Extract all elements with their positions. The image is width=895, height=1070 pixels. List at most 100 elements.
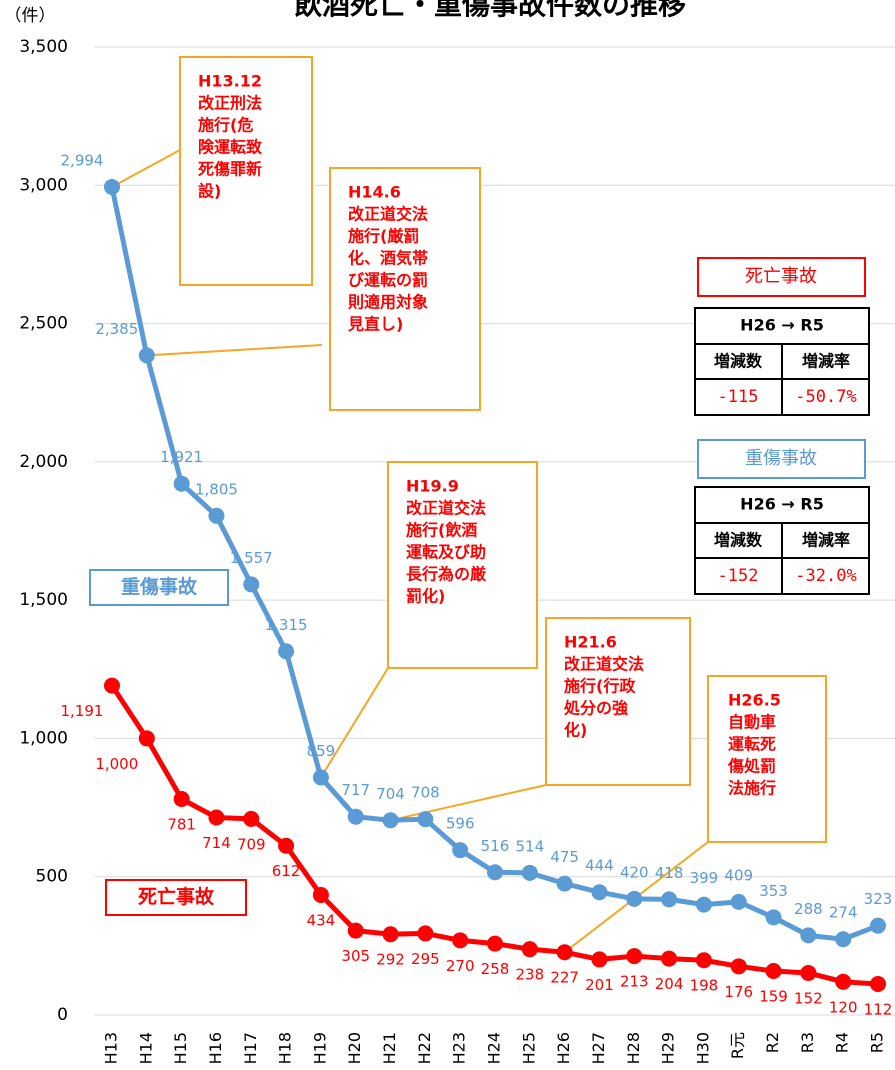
x-tick-label: H14 [136,1032,155,1064]
data-point [626,890,643,907]
annotation-text: 設) [198,182,221,201]
x-tick-label: H19 [310,1032,329,1064]
data-point [417,811,434,828]
annotation-leader [320,667,389,778]
y-tick-label: 2,500 [19,314,68,334]
data-point [730,893,747,910]
annotation-leader [111,149,181,188]
x-tick-label: H20 [345,1032,364,1064]
annotation-text: 改正道交法 [406,499,486,518]
y-tick-label: 1,000 [19,728,68,748]
table-column: 増減数 [714,352,763,371]
data-point [347,922,364,939]
table-column: 増減数 [714,531,763,550]
annotation-text: 施行(危 [198,116,253,135]
data-label: 514 [515,837,544,855]
data-point [556,944,573,961]
data-label: 204 [655,975,684,993]
annotation-text: 運転及び助 [406,543,486,562]
data-point [730,958,747,975]
annotation-text: 則適用対象 [348,293,428,312]
data-point [104,677,120,694]
annotation-text: H26.5 [728,691,781,710]
annotation-text: H21.6 [564,633,617,652]
data-label: 238 [515,966,544,984]
annotation-text: 施行(飲酒 [406,521,477,540]
x-tick-label: H13 [102,1032,121,1064]
data-label: 274 [829,904,858,922]
data-label: 859 [307,742,336,760]
x-tick-label: H22 [415,1032,434,1064]
annotation-leader [390,784,547,822]
annotation-text: 険運転致 [198,138,263,157]
annotation-text: H13.12 [198,72,262,91]
x-tick-label: H15 [171,1032,190,1064]
data-label: 2,385 [95,320,138,338]
data-label: 152 [794,989,823,1007]
annotation-text: 傷処罰 [727,757,776,776]
data-point [556,875,573,892]
annotation-text: 処分の強 [564,699,628,718]
annotation-text: 運転死 [728,735,776,754]
data-label: 120 [829,998,858,1016]
series-label: 重傷事故 [121,575,198,598]
data-point [138,730,155,747]
table-label: 重傷事故 [745,448,817,469]
data-label: 714 [202,834,231,852]
data-label: 399 [690,869,719,887]
x-tick-label: H26 [554,1032,573,1064]
data-point [417,925,434,942]
data-label: 717 [341,781,370,799]
data-point [452,932,469,949]
data-point [521,864,538,881]
x-tick-label: R元 [728,1032,747,1059]
table-column: 増減率 [802,531,850,550]
data-label: 409 [724,866,753,884]
annotation-text: 法施行 [728,779,776,798]
series-label-box [89,569,229,606]
data-label: 305 [341,947,370,965]
table-label: 死亡事故 [745,266,817,287]
data-point [695,952,712,969]
data-point [661,891,678,908]
data-label: 159 [759,988,788,1006]
data-point [382,926,399,943]
x-tick-label: H30 [693,1032,712,1064]
data-label: 1,000 [95,755,138,773]
annotation-box [179,56,313,286]
data-point [278,837,295,854]
data-label: 288 [794,900,823,918]
annotation-box [545,617,691,786]
data-point [382,812,399,829]
x-tick-label: R5 [868,1032,887,1053]
x-tick-label: H17 [241,1032,260,1064]
data-label: 1,315 [265,616,308,634]
data-point [312,769,329,786]
annotation-text: 化、酒気帯 [348,249,428,268]
data-label: 516 [481,837,510,855]
data-label: 434 [307,911,336,929]
annotation-leader [146,344,323,357]
x-tick-label: H29 [659,1032,678,1064]
data-label: 176 [724,983,753,1001]
data-label: 1,805 [195,480,238,498]
x-tick-label: R3 [798,1032,817,1053]
data-point [626,948,643,965]
annotation-box [329,167,481,411]
y-tick-label: 0 [57,1005,68,1025]
x-tick-label: H24 [485,1032,504,1064]
table-cell: -152 [718,566,759,586]
annotation-box [707,675,827,843]
data-label: 227 [550,969,579,987]
data-label: 708 [411,784,440,802]
data-label: 198 [690,977,719,995]
annotation-text: 罰化) [406,587,445,606]
data-point [312,886,329,903]
data-label: 323 [864,890,893,908]
y-tick-label: 1,500 [19,590,68,610]
data-point [870,976,886,993]
x-tick-label: R4 [833,1032,852,1053]
data-label: 292 [376,951,405,969]
data-label: 475 [550,848,579,866]
